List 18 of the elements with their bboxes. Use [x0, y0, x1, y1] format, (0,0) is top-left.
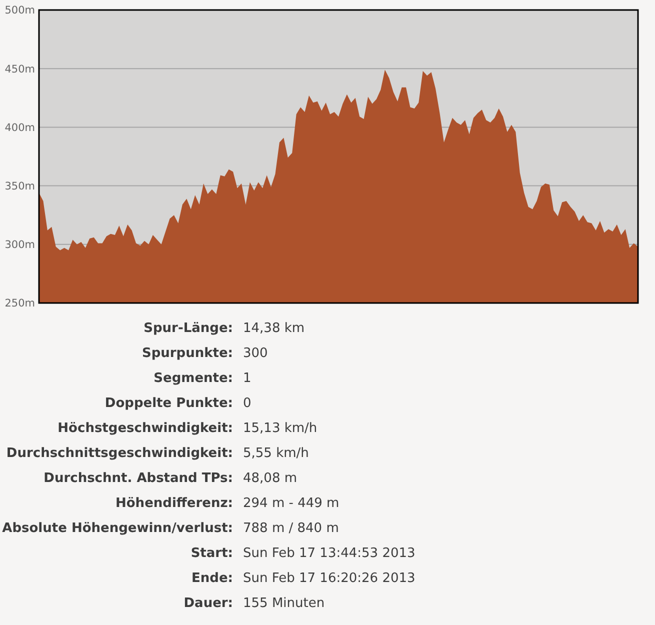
text: Dauer: 155 Minuten: [184, 596, 325, 611]
y-tick-label: 400m: [4, 122, 35, 134]
text: Spurpunkte: 300: [142, 346, 268, 361]
y-tick-label: 250m: [4, 298, 35, 310]
text: Durchschnt. Abstand TPs: 48,08 m: [44, 471, 298, 486]
text: Doppelte Punkte: 0: [104, 396, 252, 411]
text: Spur-Länge: 14,38 km: [144, 321, 305, 336]
text: Start: Sun Feb 17 13:44:53 2013: [190, 546, 416, 561]
y-tick-label: 450m: [4, 63, 35, 76]
text: Höhendifferenz: 294 m - 449 m: [116, 496, 340, 511]
text: Ende: Sun Feb 17 16:20:26 2013: [192, 571, 416, 586]
text: Durchschnittsgeschwindigkeit: 5,55 km/h: [6, 446, 309, 461]
text: Segmente: 1: [154, 371, 252, 386]
text: Höchstgeschwindigkeit: 15,13 km/h: [58, 421, 318, 436]
y-tick-label: 300m: [4, 239, 35, 252]
text: Absolute Höhengewinn/verlust: 788 m / 840 m: [2, 521, 339, 536]
y-tick-label: 500m: [4, 4, 35, 17]
y-tick-label: 350m: [4, 180, 35, 192]
